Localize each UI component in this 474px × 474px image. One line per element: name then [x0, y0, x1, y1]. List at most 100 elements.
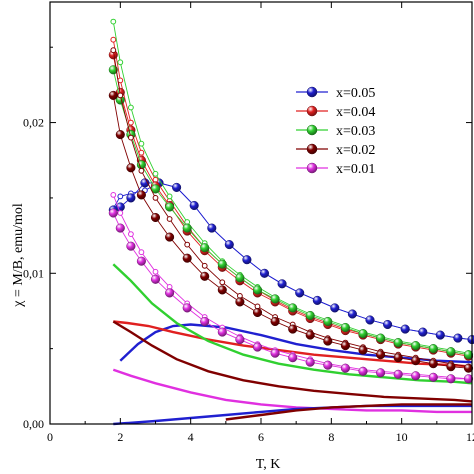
data-point — [428, 372, 438, 382]
data-point — [358, 366, 368, 376]
fc-point — [117, 210, 124, 216]
data-point — [252, 285, 263, 295]
data-point — [235, 273, 245, 283]
data-point — [126, 163, 136, 173]
data-point — [165, 202, 175, 212]
data-point — [365, 315, 375, 325]
x-axis-label: T, K — [256, 457, 281, 472]
data-point — [295, 288, 305, 298]
fc-point — [128, 119, 134, 126]
data-point — [376, 350, 386, 360]
calc-curve-4 — [112, 320, 473, 403]
fc-point — [152, 170, 159, 177]
y-tick-label: 0,02 — [23, 116, 44, 130]
x-tick-label: 12 — [466, 430, 474, 444]
fc-point — [128, 134, 134, 141]
data-point — [393, 338, 403, 348]
fc-point — [138, 249, 145, 256]
legend-label: x=0.01 — [336, 162, 375, 177]
data-point — [136, 190, 146, 200]
fc-point — [110, 47, 117, 54]
legend-marker — [306, 105, 318, 117]
data-point — [358, 329, 368, 339]
data-point — [383, 319, 393, 330]
data-point — [330, 303, 340, 313]
data-point — [165, 232, 175, 242]
calc-curve-5 — [112, 368, 472, 414]
fc-point — [117, 92, 124, 99]
data-point — [393, 369, 403, 379]
data-point — [235, 335, 245, 345]
x-tick-label: 0 — [47, 430, 53, 444]
data-point — [277, 279, 287, 289]
legend-label: x=0.03 — [336, 124, 375, 139]
data-point — [217, 259, 227, 269]
data-point — [323, 316, 333, 327]
data-point — [305, 310, 315, 321]
data-point — [411, 341, 421, 351]
data-point — [150, 274, 161, 284]
legend-label: x=0.04 — [336, 105, 375, 120]
data-point — [393, 353, 403, 363]
fc-point — [138, 140, 145, 147]
data-point — [446, 374, 456, 384]
data-point — [358, 345, 368, 355]
y-tick-label: 0,01 — [23, 266, 44, 280]
fc-point — [117, 59, 124, 66]
data-point — [115, 223, 125, 233]
data-point — [108, 208, 118, 218]
series-fc-line-3 — [112, 21, 469, 354]
fc-point — [117, 193, 124, 200]
data-point — [446, 362, 456, 372]
data-point — [259, 268, 270, 278]
data-point — [235, 297, 245, 307]
fc-point — [110, 36, 117, 43]
data-series — [108, 18, 474, 384]
data-point — [411, 371, 421, 381]
legend-label: x=0.02 — [336, 143, 375, 158]
data-point — [323, 336, 333, 346]
fc-point — [128, 104, 134, 111]
calc-curve-3 — [112, 263, 473, 385]
fc-point — [138, 167, 145, 174]
fc-point — [110, 18, 117, 25]
data-point — [115, 130, 125, 140]
data-point — [418, 327, 428, 337]
fc-point — [219, 279, 226, 286]
data-point — [340, 341, 350, 351]
axis-ticks: 0 2 4 6 8 10 12 0,00 0,01 0,02 — [23, 2, 474, 444]
data-point — [270, 348, 280, 358]
legend-marker — [306, 162, 318, 174]
data-point — [428, 359, 438, 369]
data-point — [189, 200, 199, 211]
legend-marker — [306, 124, 318, 136]
fc-point — [152, 268, 159, 275]
data-point — [463, 350, 474, 360]
data-point — [323, 360, 333, 370]
data-point — [217, 285, 227, 295]
data-point — [126, 241, 136, 251]
data-point — [467, 335, 474, 345]
x-tick-label: 6 — [258, 430, 264, 444]
y-tick-label: 0,00 — [23, 417, 44, 431]
calc-curves — [112, 263, 473, 426]
data-point — [376, 333, 386, 343]
x-tick-label: 4 — [188, 430, 194, 444]
fc-point — [110, 192, 117, 198]
data-point — [312, 295, 322, 305]
x-tick-label: 2 — [117, 430, 123, 444]
fc-point — [166, 216, 173, 222]
x-tick-label: 10 — [396, 430, 408, 444]
data-point — [252, 307, 263, 318]
data-point — [411, 356, 421, 366]
fc-point — [138, 149, 145, 156]
legend-marker — [306, 86, 318, 98]
data-point — [347, 309, 357, 319]
calc-curve-2 — [113, 320, 473, 368]
data-point — [172, 182, 182, 192]
data-point — [428, 344, 438, 354]
data-point — [242, 255, 252, 265]
data-point — [182, 303, 192, 313]
data-point — [224, 240, 234, 250]
